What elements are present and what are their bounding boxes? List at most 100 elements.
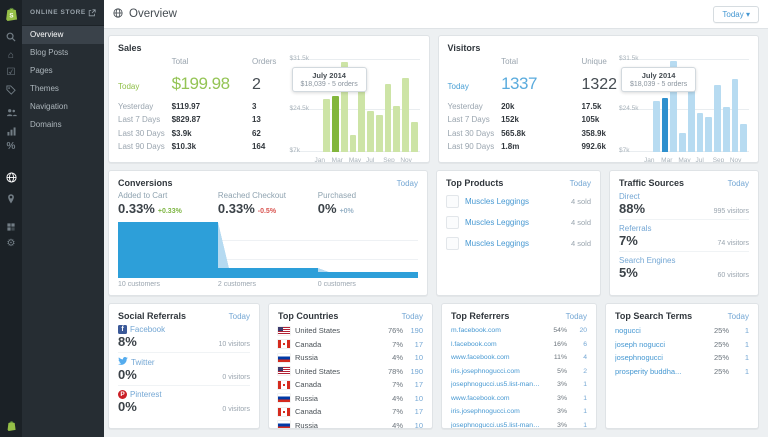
store-bag-icon[interactable]: [0, 418, 22, 432]
search-term-count[interactable]: 1: [744, 353, 749, 363]
bar[interactable]: [375, 114, 383, 152]
country-count[interactable]: 10: [414, 393, 423, 403]
bar[interactable]: [661, 98, 669, 152]
search-term-link[interactable]: nogucci: [615, 326, 641, 336]
bar[interactable]: [731, 79, 739, 152]
reports-icon[interactable]: [0, 124, 22, 138]
referrer-count[interactable]: 1: [583, 381, 587, 389]
referrer-count[interactable]: 6: [583, 340, 587, 348]
bar[interactable]: [687, 82, 695, 152]
referrer-link[interactable]: l.facebook.com: [451, 340, 497, 348]
bar[interactable]: [402, 77, 409, 152]
search-term-link[interactable]: prosperity buddha...: [615, 366, 682, 376]
top-products-period[interactable]: Today: [569, 179, 591, 188]
period-dropdown-button[interactable]: Today ▾: [713, 5, 759, 23]
referrer-count[interactable]: 1: [583, 394, 587, 402]
external-link-icon[interactable]: [88, 4, 96, 22]
orders-icon[interactable]: ☑: [6, 67, 16, 78]
search-term-link[interactable]: josephnogucci: [615, 353, 663, 363]
shopify-logo[interactable]: S: [0, 4, 22, 22]
referrer-link[interactable]: josephnogucci.us5.list-manage.com: [451, 381, 541, 389]
referrer-count[interactable]: 4: [583, 354, 587, 362]
referrer-link[interactable]: www.facebook.com: [451, 354, 510, 362]
bar[interactable]: [714, 85, 721, 152]
referrer-count[interactable]: 1: [583, 408, 587, 416]
pos-pin-icon[interactable]: [0, 192, 22, 206]
search-term-count[interactable]: 1: [744, 326, 749, 336]
social-referrals-period[interactable]: Today: [228, 312, 250, 321]
country-count[interactable]: 190: [410, 326, 423, 336]
bar[interactable]: [393, 105, 400, 152]
search-icon[interactable]: [0, 30, 22, 44]
bar[interactable]: [340, 61, 348, 152]
referrer-count[interactable]: 2: [583, 367, 587, 375]
top-countries-period[interactable]: Today: [401, 312, 423, 321]
top-referrers-period[interactable]: Today: [565, 312, 587, 321]
customers-icon[interactable]: [0, 105, 22, 119]
sidebar-item-pages[interactable]: Pages: [30, 66, 53, 75]
top-referrers-card: Top Referrers Today m.facebook.com 54% 20…: [441, 303, 597, 429]
sidebar-item-themes[interactable]: Themes: [30, 84, 59, 93]
referrer-link[interactable]: josephnogucci.us5.list-manage.com: [451, 421, 541, 429]
bar[interactable]: [358, 80, 365, 152]
referrer-link[interactable]: www.facebook.com: [451, 394, 510, 402]
top-search-terms-list: nogucci 25% 1 joseph nogucci 25% 1: [615, 324, 749, 378]
search-term-count[interactable]: 1: [744, 366, 749, 376]
bar[interactable]: [740, 124, 747, 152]
sidebar-item-overview[interactable]: Overview: [22, 26, 104, 44]
country-count[interactable]: 10: [414, 353, 423, 363]
sidebar-item-navigation[interactable]: Navigation: [30, 102, 68, 111]
home-icon[interactable]: ⌂: [7, 50, 15, 61]
bar[interactable]: [349, 135, 357, 152]
apps-icon[interactable]: [0, 220, 22, 234]
referrer-link[interactable]: iris.josephnogucci.com: [451, 367, 520, 375]
visitors-monthly-chart[interactable]: $31.5k $24.5k $7k Jan Mar May Jul Sep Nov Jul…: [619, 54, 749, 163]
conversions-period[interactable]: Today: [396, 179, 418, 188]
sales-monthly-chart[interactable]: $31.5k $24.5k $7k Jan Mar May Jul Sep Nov Jul…: [289, 54, 420, 162]
traffic-sources-period[interactable]: Today: [727, 179, 749, 188]
product-link[interactable]: Muscles Leggings: [465, 218, 530, 227]
bar[interactable]: [652, 100, 660, 152]
country-count[interactable]: 190: [410, 366, 423, 376]
traffic-referrals: Referrals 7% 74 visitors: [619, 219, 749, 251]
search-term-link[interactable]: joseph nogucci: [615, 339, 666, 349]
country-count[interactable]: 17: [414, 407, 423, 417]
twitter-icon: [118, 357, 128, 367]
referrer-count[interactable]: 20: [579, 327, 587, 335]
referrer-count[interactable]: 1: [583, 421, 587, 429]
sales-col-orders: Orders: [251, 57, 277, 66]
bar[interactable]: [332, 96, 339, 152]
traffic-search-engines: Search Engines 5% 60 visitors: [619, 251, 749, 283]
bar[interactable]: [323, 99, 330, 152]
bar[interactable]: [384, 84, 392, 152]
country-count[interactable]: 10: [414, 420, 423, 429]
product-link[interactable]: Muscles Leggings: [465, 239, 530, 248]
sidebar-item-domains[interactable]: Domains: [30, 120, 62, 129]
online-store-globe-icon[interactable]: [0, 170, 22, 184]
referrer-percent: 3%: [557, 408, 567, 416]
country-flag-icon: [278, 326, 290, 335]
top-search-terms-period[interactable]: Today: [727, 312, 749, 321]
traffic-direct: Direct 88% 995 visitors: [619, 192, 749, 216]
visitors-card: Visitors Total Unique Today 1337 1322 Yeste…: [437, 35, 759, 163]
discounts-icon[interactable]: %: [6, 141, 16, 152]
bar[interactable]: [696, 112, 704, 152]
referrer-link[interactable]: m.facebook.com: [451, 327, 501, 335]
settings-gear-icon[interactable]: ⚙: [6, 238, 16, 249]
bar[interactable]: [367, 111, 374, 152]
bar[interactable]: [410, 122, 418, 152]
products-tag-icon[interactable]: [0, 83, 22, 97]
x-tick: Jan: [644, 157, 655, 163]
bar[interactable]: [705, 116, 712, 152]
sidebar-item-blog-posts[interactable]: Blog Posts: [30, 48, 69, 57]
country-count[interactable]: 17: [414, 380, 423, 390]
search-term-count[interactable]: 1: [744, 339, 749, 349]
country-count[interactable]: 17: [414, 339, 423, 349]
bar[interactable]: [670, 60, 677, 152]
bar[interactable]: [722, 107, 730, 152]
country-percent: 7%: [392, 339, 403, 349]
product-link[interactable]: Muscles Leggings: [465, 197, 530, 206]
country-row: United States 78% 190: [278, 365, 423, 379]
bar[interactable]: [679, 133, 686, 152]
referrer-link[interactable]: iris.josephnogucci.com: [451, 408, 520, 416]
